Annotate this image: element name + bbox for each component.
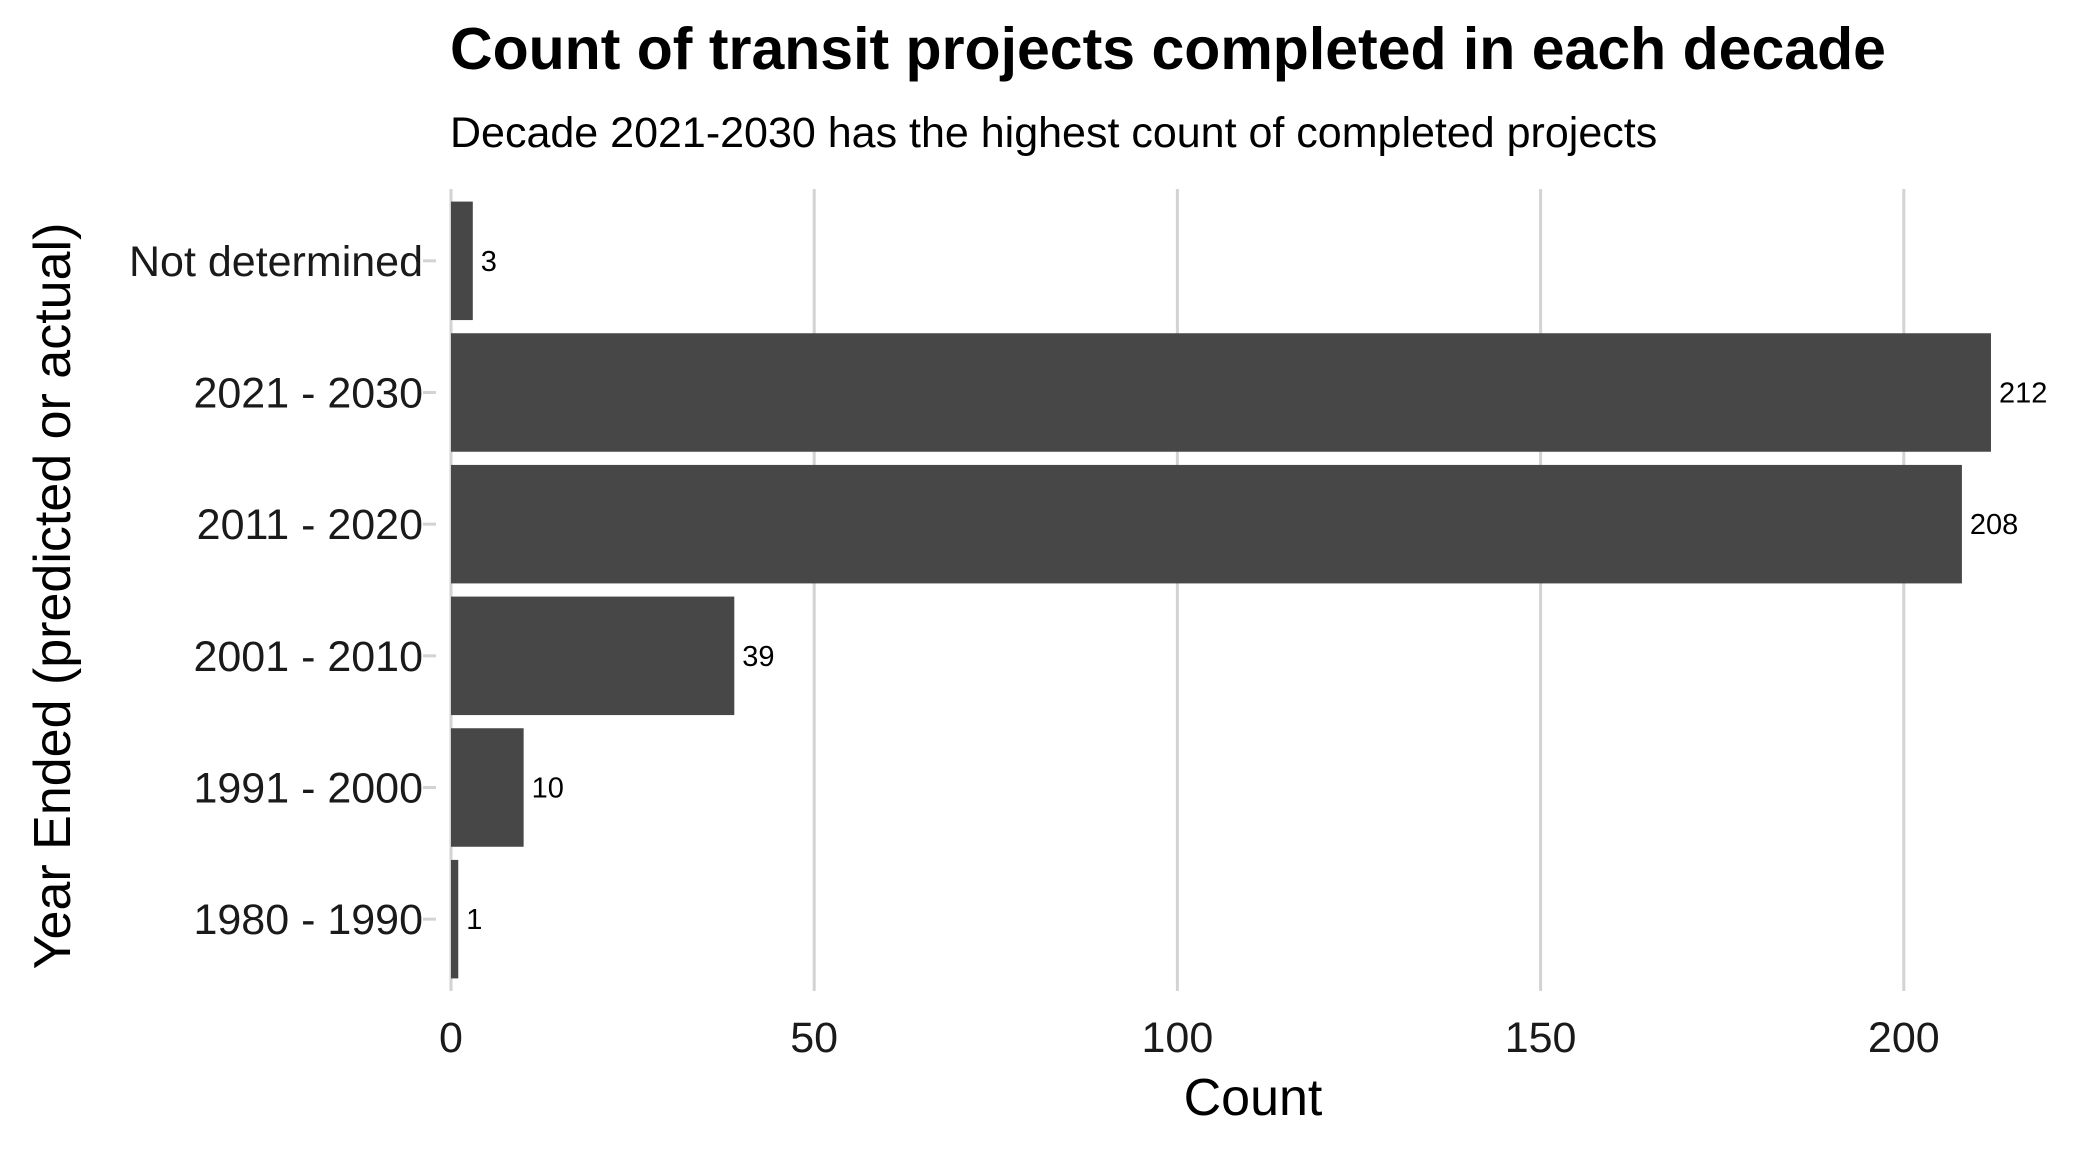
bar-value-label: 212 — [1999, 378, 2047, 410]
x-tick-label: 100 — [1142, 1014, 1214, 1062]
axis-ticks: 0 50 100 150 200 1980 - 1990 1991 - 2000 2001 -… — [129, 238, 1940, 1062]
bar — [451, 596, 735, 716]
x-tick-label: 150 — [1505, 1014, 1577, 1062]
bar — [451, 333, 1991, 452]
bars — [451, 201, 1991, 979]
bar-value-label: 208 — [1970, 509, 2018, 541]
y-tick-label: Not determined — [129, 238, 423, 286]
y-tick-label: 2021 - 2030 — [193, 370, 423, 418]
bar — [451, 728, 524, 847]
bar-value-label: 39 — [742, 641, 774, 673]
x-tick-label: 200 — [1868, 1014, 1940, 1062]
x-tick-label: 50 — [790, 1014, 838, 1062]
x-axis-title: Count — [1184, 1069, 1323, 1127]
bar — [451, 859, 459, 979]
data-labels: 1 10 39 208 212 3 — [466, 246, 2047, 936]
y-tick-label: 1980 - 1990 — [193, 896, 423, 944]
y-tick-label: 1991 - 2000 — [193, 765, 423, 813]
bar — [451, 464, 1962, 584]
bar-value-label: 10 — [532, 773, 564, 805]
y-axis-title: Year Ended (predicted or actual) — [24, 223, 82, 970]
chart-title: Count of transit projects completed in e… — [450, 16, 1886, 82]
y-tick-label: 2011 - 2020 — [197, 501, 423, 549]
y-tick-label: 2001 - 2010 — [193, 633, 423, 681]
x-tick-label: 0 — [439, 1014, 463, 1062]
grid-lines — [449, 189, 1906, 991]
bar-value-label: 3 — [481, 246, 497, 278]
chart-subtitle: Decade 2021-2030 has the highest count o… — [450, 109, 1658, 157]
bar-value-label: 1 — [466, 904, 482, 936]
bar — [451, 201, 473, 321]
